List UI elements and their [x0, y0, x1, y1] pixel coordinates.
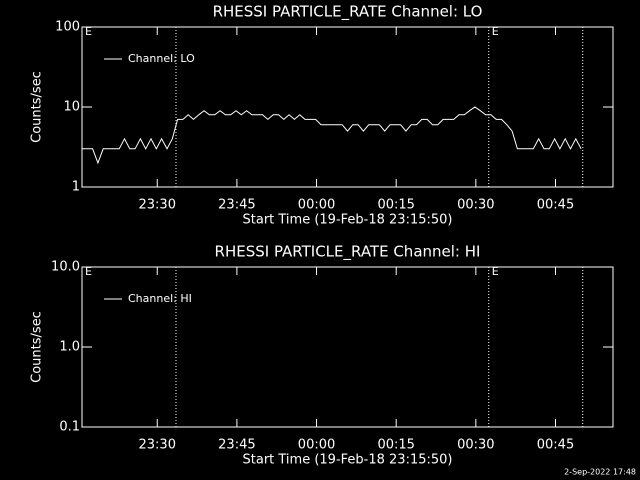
y-tick-label: 0.1: [59, 420, 80, 435]
legend-label: Channel: HI: [128, 292, 192, 305]
x-tick-label: 00:15: [377, 198, 414, 213]
x-tick-label: 00:45: [537, 438, 574, 453]
x-tick-label: 23:30: [139, 198, 176, 213]
x-tick-label: 00:15: [377, 438, 414, 453]
x-tick-label: 23:45: [218, 438, 255, 453]
y-tick-label: 10.0: [51, 260, 80, 275]
x-axis-label: Start Time (19-Feb-18 23:15:50): [243, 213, 453, 228]
annotation: E: [85, 265, 92, 278]
y-tick-label: 100: [55, 20, 80, 35]
annotation: E: [492, 25, 499, 38]
annotation: E: [492, 265, 499, 278]
x-tick-label: 00:30: [457, 438, 494, 453]
plot-frame: [81, 266, 614, 428]
x-axis-label: Start Time (19-Feb-18 23:15:50): [243, 453, 453, 468]
x-tick-label: 23:30: [139, 438, 176, 453]
x-tick-label: 23:45: [218, 198, 255, 213]
y-axis-label: Counts/sec: [30, 311, 45, 383]
y-axis-label: Counts/sec: [30, 71, 45, 143]
x-tick-label: 00:30: [457, 198, 494, 213]
footer: 2-Sep-2022 17:48: [564, 468, 636, 477]
legend-label: Channel: LO: [128, 52, 195, 65]
annotation: E: [85, 25, 92, 38]
y-tick-label: 1: [72, 180, 80, 195]
y-tick-label: 10: [63, 100, 80, 115]
x-tick-label: 00:45: [537, 198, 574, 213]
series-line: [82, 106, 582, 165]
chart-title: RHESSI PARTICLE_RATE Channel: LO: [213, 3, 483, 22]
chart-title: RHESSI PARTICLE_RATE Channel: HI: [215, 243, 481, 262]
plot-frame: [81, 26, 614, 188]
x-tick-label: 00:00: [298, 438, 335, 453]
x-tick-label: 00:00: [298, 198, 335, 213]
y-tick-label: 1.0: [59, 340, 80, 355]
